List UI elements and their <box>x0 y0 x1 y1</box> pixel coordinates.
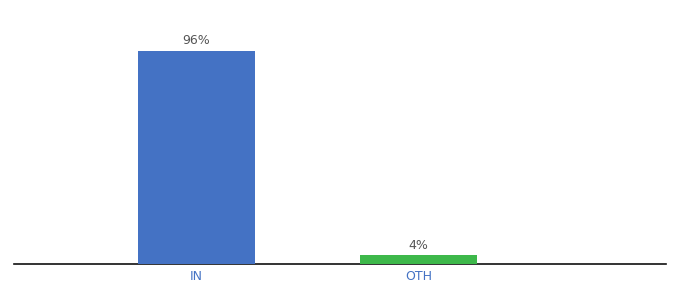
Bar <box>360 255 477 264</box>
Text: 4%: 4% <box>409 239 428 252</box>
Text: 96%: 96% <box>182 34 210 47</box>
Bar <box>137 51 255 264</box>
